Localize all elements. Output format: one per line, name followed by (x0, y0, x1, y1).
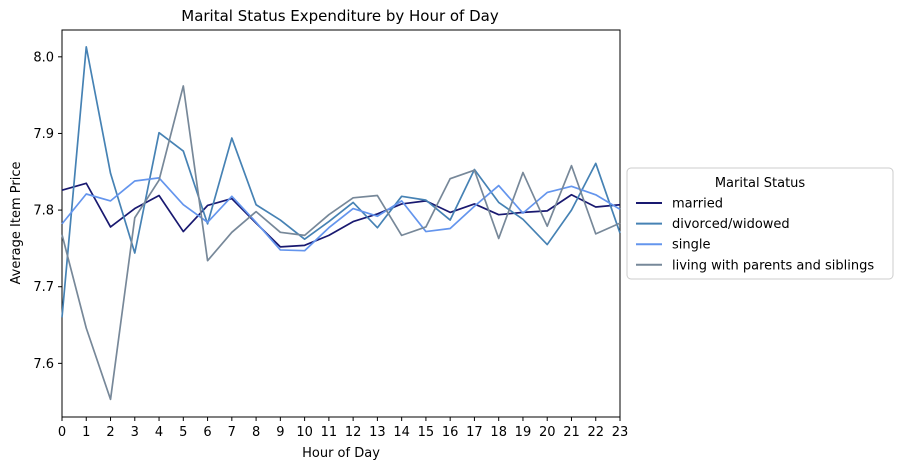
x-tick-label: 14 (393, 425, 410, 440)
series-layer (61, 46, 621, 401)
x-tick-label: 15 (418, 425, 435, 440)
chart-title: Marital Status Expenditure by Hour of Da… (181, 7, 499, 25)
plot-frame (61, 29, 621, 418)
y-tick-label: 7.9 (33, 127, 54, 142)
series-line-3 (61, 177, 621, 252)
x-tick-label: 1 (82, 425, 90, 440)
x-tick-label: 16 (442, 425, 459, 440)
x-tick-label: 0 (58, 425, 66, 440)
x-axis: 0 1 2 3 4 5 6 7 8 9 10 11 12 13 14 15 16 17 18 19 20 21 22 23 (58, 417, 628, 440)
x-tick-label: 19 (515, 425, 532, 440)
series-line-2 (61, 46, 621, 318)
plot-area (61, 29, 621, 418)
legend-items: married divorced/widowed single living with… (636, 197, 874, 273)
y-axis: 7.6 7.7 7.8 7.9 8.0 (33, 50, 62, 372)
x-tick-label: 3 (131, 425, 139, 440)
legend-label: living with parents and siblings (672, 258, 874, 273)
legend-box (626, 167, 894, 280)
x-tick-label: 21 (563, 425, 580, 440)
x-axis-label: Hour of Day (302, 446, 380, 461)
legend-title: Marital Status (715, 176, 806, 191)
x-tick-label: 23 (612, 425, 629, 440)
y-tick-label: 7.7 (33, 280, 54, 295)
x-tick-label: 7 (228, 425, 236, 440)
y-tick-label: 8.0 (33, 50, 54, 65)
legend-label: married (672, 197, 723, 212)
x-tick-label: 22 (587, 425, 604, 440)
y-tick-label: 7.8 (33, 204, 54, 219)
legend-label: single (672, 238, 711, 253)
x-tick-label: 5 (179, 425, 187, 440)
x-tick-label: 11 (321, 425, 338, 440)
x-tick-label: 10 (296, 425, 313, 440)
legend-label: divorced/widowed (672, 217, 790, 232)
y-tick-label: 7.6 (33, 357, 54, 372)
x-tick-label: 13 (369, 425, 386, 440)
x-tick-label: 6 (203, 425, 211, 440)
series-line-4 (61, 85, 621, 401)
legend: Marital Status married divorced/widowed si… (626, 167, 894, 280)
y-axis-label: Average Item Price (9, 162, 24, 285)
x-tick-label: 17 (466, 425, 483, 440)
series-line-1 (61, 182, 621, 248)
x-tick-label: 8 (252, 425, 260, 440)
x-tick-label: 2 (106, 425, 114, 440)
x-tick-label: 9 (276, 425, 284, 440)
x-tick-label: 18 (490, 425, 507, 440)
x-tick-label: 4 (155, 425, 163, 440)
x-tick-label: 12 (345, 425, 362, 440)
x-tick-label: 20 (539, 425, 556, 440)
